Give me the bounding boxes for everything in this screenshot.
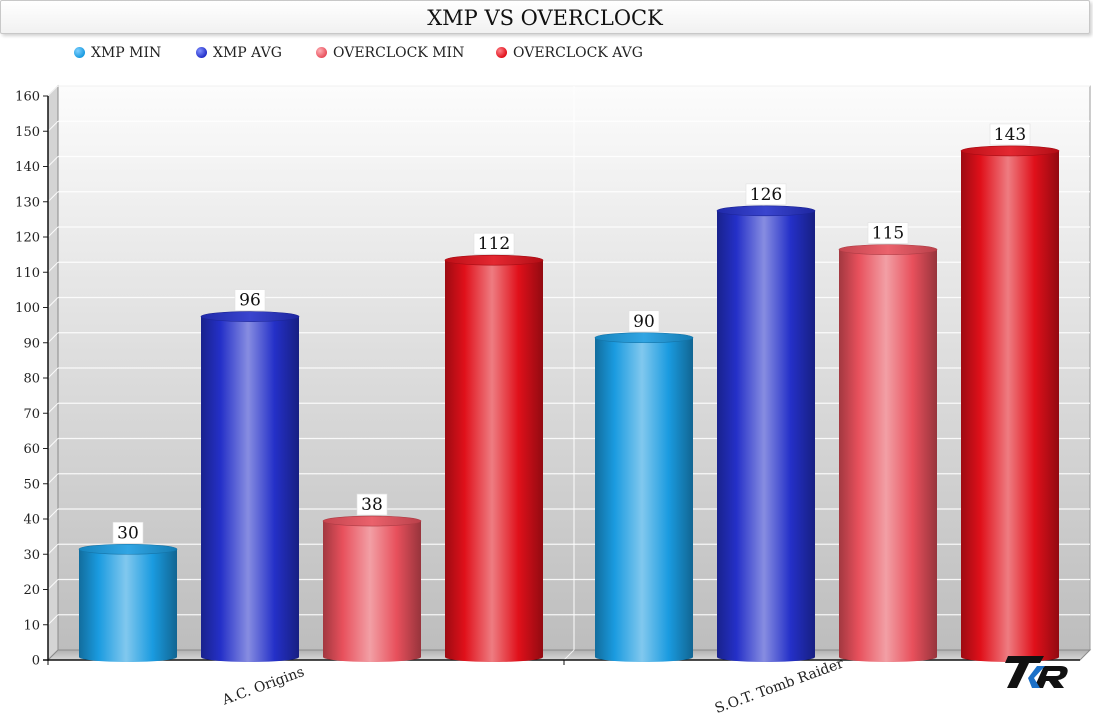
- y-tick-label: 100: [15, 301, 40, 316]
- y-tick-label: 20: [23, 583, 40, 598]
- y-tick-label: 150: [15, 125, 40, 140]
- bar-body: [961, 150, 1059, 663]
- y-tick-label: 80: [23, 372, 40, 387]
- data-label: 143: [994, 125, 1026, 145]
- data-label-box: [989, 123, 1031, 146]
- data-label: 90: [633, 312, 655, 332]
- legend-item-xmp-avg[interactable]: XMP AVG: [196, 44, 282, 62]
- data-label: 30: [117, 523, 139, 543]
- gridline-side: [47, 367, 59, 379]
- y-tick-label: 90: [23, 336, 40, 351]
- y-tick-label: 110: [15, 266, 40, 281]
- y-tick-label: 10: [23, 618, 40, 633]
- legend-label: OVERCLOCK AVG: [513, 45, 643, 61]
- gridline-side: [47, 85, 59, 97]
- bar-top: [200, 311, 300, 322]
- legend-label: XMP MIN: [91, 45, 162, 61]
- data-label-box: [234, 289, 266, 311]
- bar-top: [322, 515, 422, 527]
- bar: [322, 515, 422, 662]
- gridline-side: [47, 508, 59, 520]
- data-label-box: [867, 222, 909, 244]
- gridline-side: [47, 438, 59, 449]
- gridline-side: [47, 120, 59, 132]
- legend-marker-icon: [316, 47, 327, 58]
- x-category-label: A.C. Origins: [219, 664, 306, 709]
- bar: [716, 205, 816, 662]
- data-label: 96: [239, 291, 261, 311]
- bar: [960, 145, 1060, 663]
- bar-body: [323, 521, 421, 662]
- bar-top: [78, 543, 178, 555]
- gridline-side: [47, 579, 59, 590]
- gridline-side: [47, 614, 59, 626]
- legend-item-xmp-min[interactable]: XMP MIN: [74, 44, 161, 62]
- y-tick-label: 0: [32, 654, 40, 669]
- legend-marker-icon: [196, 47, 207, 58]
- legend-marker-icon: [496, 47, 507, 58]
- gridline-side: [47, 156, 59, 167]
- legend-item-overclock-min[interactable]: OVERCLOCK MIN: [316, 44, 464, 62]
- gridline-side: [47, 226, 59, 238]
- y-tick-label: 30: [23, 548, 40, 563]
- bar-body: [717, 210, 815, 662]
- bar: [444, 254, 544, 662]
- gridline-side: [47, 261, 59, 273]
- y-tick-label: 70: [23, 407, 40, 422]
- bar-body: [201, 316, 299, 662]
- legend-label: OVERCLOCK MIN: [333, 45, 465, 61]
- y-tick-label: 120: [15, 231, 40, 246]
- legend-marker-icon: [74, 47, 85, 58]
- bar-top: [838, 244, 938, 255]
- category-divider-floor: [563, 649, 575, 661]
- y-tick-label: 60: [23, 442, 40, 457]
- bar-body: [839, 249, 937, 662]
- legend-item-overclock-avg[interactable]: OVERCLOCK AVG: [496, 44, 643, 62]
- gridline-side: [47, 332, 59, 344]
- data-label-box: [112, 521, 144, 544]
- bar-top: [960, 145, 1060, 157]
- bar: [200, 311, 300, 662]
- gridline-side: [47, 297, 59, 308]
- data-label: 115: [872, 224, 904, 244]
- data-label-box: [628, 310, 660, 333]
- tkr-logo: [1005, 656, 1068, 688]
- data-label: 112: [478, 234, 510, 254]
- bar: [594, 332, 694, 662]
- gridline-side: [47, 473, 59, 485]
- bar-body: [79, 549, 177, 662]
- data-label: 126: [750, 185, 782, 205]
- y-tick-label: 130: [15, 195, 40, 210]
- bar: [78, 543, 178, 662]
- gridline-side: [47, 402, 59, 414]
- bar-top: [444, 254, 544, 266]
- data-label-box: [745, 183, 787, 206]
- chart-title: XMP VS OVERCLOCK: [0, 0, 1090, 34]
- bar-body: [595, 337, 693, 662]
- data-label: 38: [361, 495, 383, 515]
- bar-top: [594, 332, 694, 344]
- y-tick-label: 140: [15, 160, 40, 175]
- legend-label: XMP AVG: [213, 45, 282, 61]
- gridline-side: [47, 543, 59, 555]
- x-category-label: S.O.T. Tomb Raider: [713, 655, 846, 717]
- bar: [838, 244, 938, 662]
- bar-body: [445, 260, 543, 662]
- y-tick-label: 160: [15, 90, 40, 105]
- y-tick-label: 40: [23, 513, 40, 528]
- data-label-box: [356, 493, 388, 516]
- data-label-box: [473, 232, 515, 255]
- gridline-side: [47, 191, 59, 203]
- bar-top: [716, 205, 816, 217]
- y-tick-label: 50: [23, 477, 40, 492]
